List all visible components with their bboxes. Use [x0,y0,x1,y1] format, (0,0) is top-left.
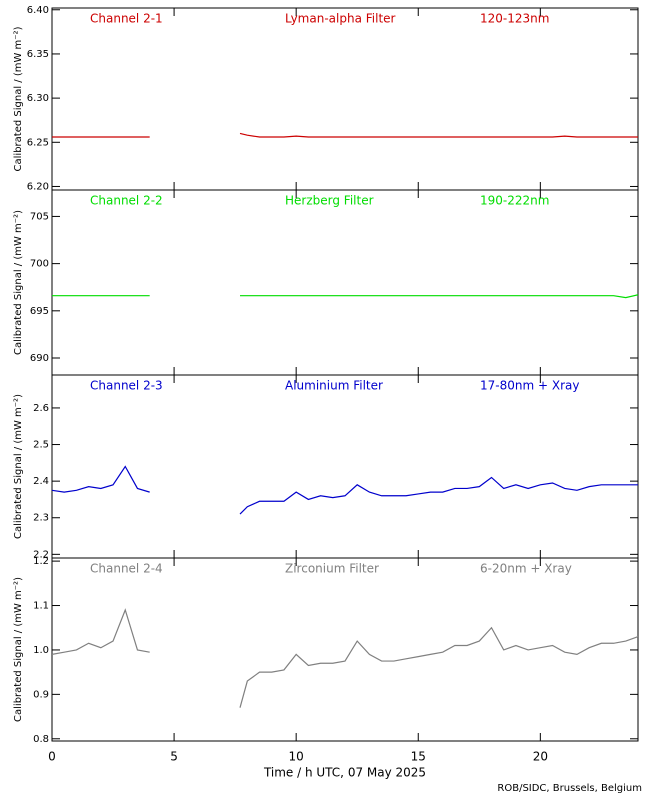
x-tick-label: 0 [48,750,56,764]
panel-annotation: Zirconium Filter [285,562,379,576]
y-tick-label: 6.20 [27,181,49,192]
panel-frame [51,374,639,559]
footer: ROB/SIDC, Brussels, Belgium [497,783,642,794]
panel-annotation: Lyman-alpha Filter [285,12,396,26]
panel-frame [51,189,639,376]
y-tick-label: 705 [30,211,49,222]
panel-annotation: 6-20nm + Xray [480,562,572,576]
y-tick-label: 700 [30,259,49,270]
y-tick-label: 2.3 [33,513,49,524]
y-tick-label: 2.2 [33,549,49,560]
panel-annotation: Channel 2-3 [90,379,163,393]
y-tick-label: 6.25 [27,137,49,148]
x-tick-label: 10 [289,750,304,764]
panel-annotation: 190-222nm [480,194,549,208]
y-axis-label: Calibrated Signal / (mW m⁻²) [13,210,24,355]
panel-annotation: 17-80nm + Xray [480,379,579,393]
panel-frame [51,557,639,742]
y-axis-label: Calibrated Signal / (mW m⁻²) [13,26,24,171]
y-tick-label: 6.35 [27,49,49,60]
y-tick-label: 695 [30,306,49,317]
panel-annotation: Channel 2-2 [90,194,163,208]
panel-annotation: 120-123nm [480,12,549,26]
y-tick-label: 1.1 [33,601,49,612]
signal-line [51,465,638,515]
y-tick-label: 2.5 [33,440,49,451]
y-axis-label: Calibrated Signal / (mW m⁻²) [13,577,24,722]
y-tick-label: 0.8 [33,734,49,745]
y-tick-label: 6.30 [27,93,49,104]
x-tick-label: 20 [533,750,548,764]
x-tick-label: 15 [411,750,426,764]
x-tick-label: 5 [170,750,178,764]
signal-line [51,608,639,708]
y-axis-label: Calibrated Signal / (mW m⁻²) [13,394,24,539]
panel-annotation: Aluminium Filter [285,379,383,393]
y-tick-label: 0.9 [33,689,49,700]
y-tick-label: 1.0 [33,645,49,656]
signal-line [52,294,639,299]
panel-annotation: Herzberg Filter [285,194,374,208]
y-tick-label: 1.2 [33,556,49,567]
signal-line [52,132,638,138]
y-tick-label: 690 [30,353,49,364]
panel-annotation: Channel 2-4 [90,562,163,576]
y-tick-label: 6.40 [27,5,49,16]
panel-annotation: Channel 2-1 [90,12,163,26]
x-axis-label: Time / h UTC, 07 May 2025 [263,766,426,780]
y-tick-label: 2.6 [33,403,49,414]
panel-frame [51,7,639,191]
y-tick-label: 2.4 [33,476,49,487]
